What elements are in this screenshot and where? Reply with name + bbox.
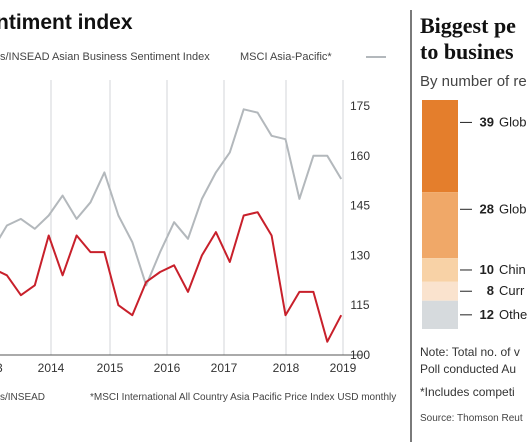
x-tick-label: 2019	[330, 361, 357, 375]
segment-value: 12	[480, 307, 494, 322]
x-tick-label: 2018	[273, 361, 300, 375]
segment-label: Glob	[499, 114, 526, 129]
right-chart-title-line-1: Biggest pe	[420, 13, 516, 38]
y-tick-label: 160	[350, 149, 370, 163]
right-chart-title-line-2: to busines	[420, 39, 514, 64]
bar-segment	[422, 258, 458, 282]
right-chart-subtitle: By number of re	[420, 73, 527, 90]
segment-value: 28	[480, 201, 494, 216]
series-line	[0, 211, 343, 343]
x-tick-label: 2015	[97, 361, 124, 375]
series-lines	[0, 108, 343, 343]
bar-segment	[422, 300, 458, 329]
segment-value: 8	[487, 283, 494, 298]
left-chart-title: ntiment index	[0, 11, 133, 34]
bar-segment	[422, 192, 458, 259]
segment-value: 39	[480, 114, 494, 129]
y-tick-label: 100	[350, 348, 370, 362]
legend-msci-label: MSCI Asia-Pacific*	[240, 51, 332, 63]
left-footnote-msci: *MSCI International All Country Asia Pac…	[90, 392, 396, 403]
bar-segments: 39 Glob 28 Glob 10 Chin 8 Curr 12 Othe	[422, 100, 527, 329]
y-axis-ticks: 175 160 145 130 115 100	[350, 99, 370, 362]
segment-label: Chin	[499, 262, 526, 277]
y-tick-label: 130	[350, 248, 370, 262]
bar-segment	[422, 281, 458, 301]
bar-segment	[422, 100, 458, 193]
x-tick-label: 2017	[211, 361, 238, 375]
segment-value: 10	[480, 262, 494, 277]
x-tick-label: 2016	[154, 361, 181, 375]
y-tick-label: 175	[350, 99, 370, 113]
stacked-bar-chart: Biggest pe to busines By number of re 39…	[420, 13, 527, 424]
series-line	[0, 108, 343, 287]
grid-lines	[50, 80, 344, 355]
legend-sentiment-label: s/INSEAD Asian Business Sentiment Index	[0, 51, 210, 63]
x-axis-ticks: 3 2014 2015 2016 2017 2018 2019	[0, 361, 357, 375]
right-note-line-3: *Includes competi	[420, 385, 515, 399]
segment-label: Glob	[499, 201, 526, 216]
x-tick-label: 2014	[38, 361, 65, 375]
right-source: Source: Thomson Reut	[420, 413, 523, 424]
y-tick-label: 145	[350, 199, 370, 213]
right-note-line-1: Note: Total no. of v	[420, 345, 520, 359]
segment-label: Curr	[499, 283, 525, 298]
left-footnote-source: s/INSEAD	[0, 392, 45, 403]
y-tick-label: 115	[350, 298, 369, 312]
x-tick-label: 3	[0, 361, 3, 375]
right-note-line-2: Poll conducted Au	[420, 362, 516, 376]
segment-label: Othe	[499, 307, 527, 322]
line-chart: ntiment index s/INSEAD Asian Business Se…	[0, 11, 396, 403]
